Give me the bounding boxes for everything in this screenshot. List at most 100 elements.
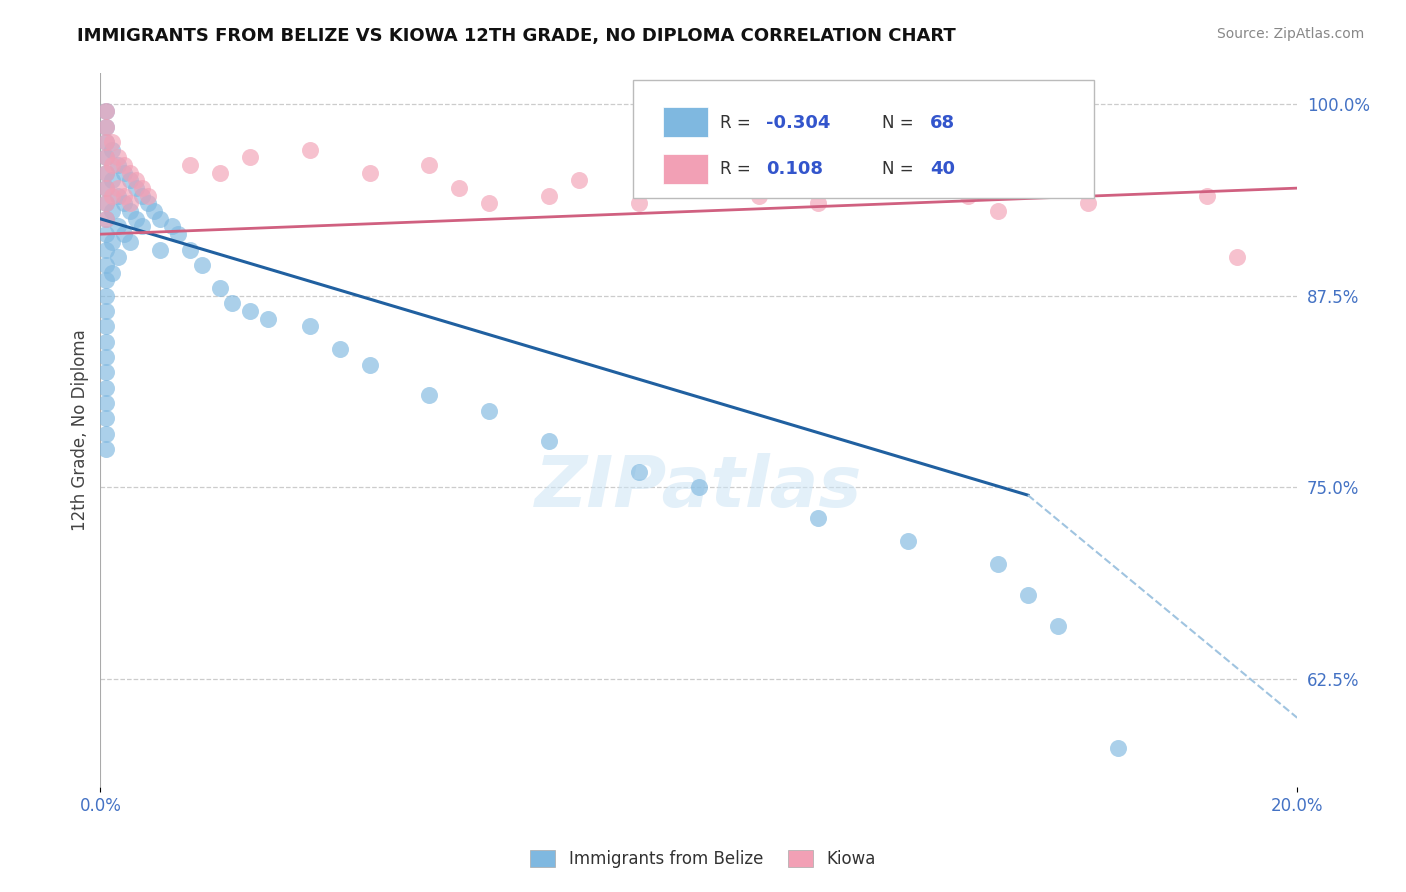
Point [221, 296, 243, 310]
Point [112, 196, 135, 211]
Point [987, 558, 1010, 572]
Point [96, 243, 118, 257]
Point [96, 304, 118, 318]
Point [96, 135, 118, 149]
Point [136, 196, 159, 211]
Point [112, 166, 135, 180]
Point [112, 189, 135, 203]
Point [807, 196, 830, 211]
Point [1077, 196, 1099, 211]
Point [449, 181, 471, 195]
Point [627, 196, 650, 211]
FancyBboxPatch shape [662, 153, 709, 184]
Point [179, 158, 201, 172]
Point [107, 250, 129, 264]
Point [107, 181, 129, 195]
Point [125, 181, 148, 195]
Point [101, 189, 124, 203]
Point [688, 481, 710, 495]
Point [101, 235, 124, 249]
Point [96, 166, 118, 180]
Point [96, 211, 118, 226]
Point [1046, 618, 1069, 632]
Point [538, 189, 561, 203]
Text: -0.304: -0.304 [766, 114, 830, 132]
Point [96, 150, 118, 164]
Point [120, 173, 142, 187]
Point [987, 204, 1010, 219]
Point [1226, 250, 1249, 264]
Point [96, 166, 118, 180]
Legend: Immigrants from Belize, Kiowa: Immigrants from Belize, Kiowa [523, 843, 883, 875]
Point [96, 181, 118, 195]
Point [96, 381, 118, 395]
Point [107, 158, 129, 172]
Text: N =: N = [882, 161, 918, 178]
Point [96, 181, 118, 195]
Point [120, 166, 142, 180]
Point [136, 189, 159, 203]
Text: Source: ZipAtlas.com: Source: ZipAtlas.com [1216, 27, 1364, 41]
Point [538, 434, 561, 449]
Point [418, 158, 440, 172]
Point [96, 273, 118, 287]
Point [160, 219, 183, 234]
Point [131, 181, 153, 195]
Point [101, 204, 124, 219]
Point [120, 235, 142, 249]
Point [478, 196, 501, 211]
Point [868, 158, 890, 172]
Point [208, 281, 231, 295]
Point [120, 196, 142, 211]
Point [897, 534, 920, 549]
Point [96, 120, 118, 134]
Text: ZIPatlas: ZIPatlas [536, 452, 862, 522]
Point [298, 143, 321, 157]
Point [96, 350, 118, 364]
Point [120, 204, 142, 219]
Point [96, 396, 118, 410]
Point [96, 227, 118, 242]
Point [149, 243, 172, 257]
Point [957, 189, 980, 203]
Point [96, 288, 118, 302]
Point [143, 204, 166, 219]
Point [568, 173, 591, 187]
Text: 68: 68 [929, 114, 955, 132]
Point [149, 211, 172, 226]
Point [239, 150, 262, 164]
Point [107, 219, 129, 234]
Point [807, 511, 830, 525]
Y-axis label: 12th Grade, No Diploma: 12th Grade, No Diploma [72, 329, 89, 531]
Point [131, 189, 153, 203]
Point [748, 189, 770, 203]
Point [96, 211, 118, 226]
Point [125, 211, 148, 226]
Point [96, 334, 118, 349]
Point [125, 173, 148, 187]
Point [96, 426, 118, 441]
Point [101, 143, 124, 157]
Point [96, 196, 118, 211]
Point [96, 411, 118, 425]
Point [298, 319, 321, 334]
Text: R =: R = [720, 114, 756, 132]
Text: IMMIGRANTS FROM BELIZE VS KIOWA 12TH GRADE, NO DIPLOMA CORRELATION CHART: IMMIGRANTS FROM BELIZE VS KIOWA 12TH GRA… [77, 27, 956, 45]
Point [96, 196, 118, 211]
Point [101, 266, 124, 280]
Text: 40: 40 [929, 161, 955, 178]
Point [96, 258, 118, 272]
Point [101, 135, 124, 149]
Point [107, 189, 129, 203]
Point [96, 150, 118, 164]
Text: R =: R = [720, 161, 756, 178]
Point [208, 166, 231, 180]
Point [167, 227, 190, 242]
Point [96, 442, 118, 456]
Point [96, 104, 118, 119]
Point [96, 135, 118, 149]
Point [1107, 741, 1129, 756]
Point [627, 465, 650, 479]
Text: N =: N = [882, 114, 918, 132]
Point [107, 150, 129, 164]
